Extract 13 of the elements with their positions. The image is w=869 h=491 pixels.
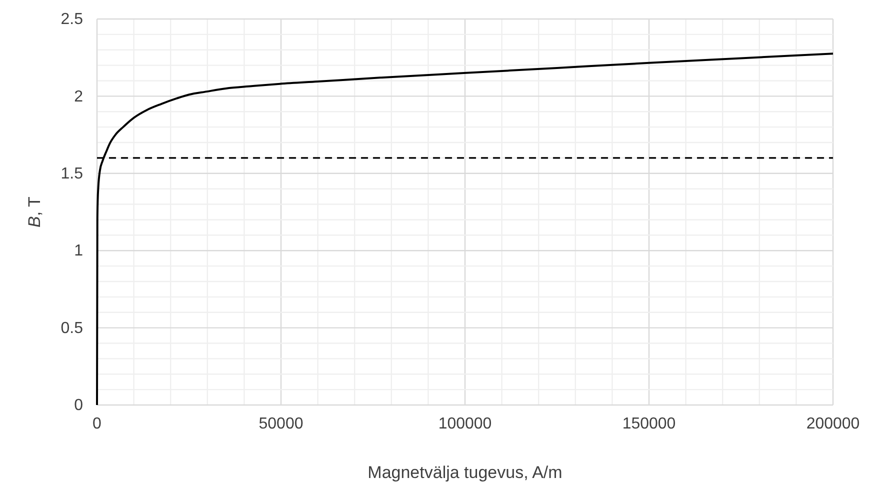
y-tick-label: 1	[74, 242, 84, 260]
x-tick-label: 0	[92, 415, 102, 432]
y-tick-label: 2	[74, 88, 84, 106]
x-tick-label: 150000	[622, 415, 676, 432]
y-tick-label: 2.5	[60, 11, 84, 28]
y-tick-label: 0	[74, 397, 84, 414]
x-tick-label: 100000	[438, 415, 492, 432]
y-tick-label: 1.5	[60, 166, 84, 183]
y-tick-label: 0.5	[60, 320, 84, 337]
x-axis-title: Magnetvälja tugevus, A/m	[368, 463, 562, 482]
x-tick-label: 50000	[258, 415, 304, 432]
x-tick-label: 200000	[806, 415, 860, 432]
y-axis-title: B, T	[25, 196, 44, 228]
